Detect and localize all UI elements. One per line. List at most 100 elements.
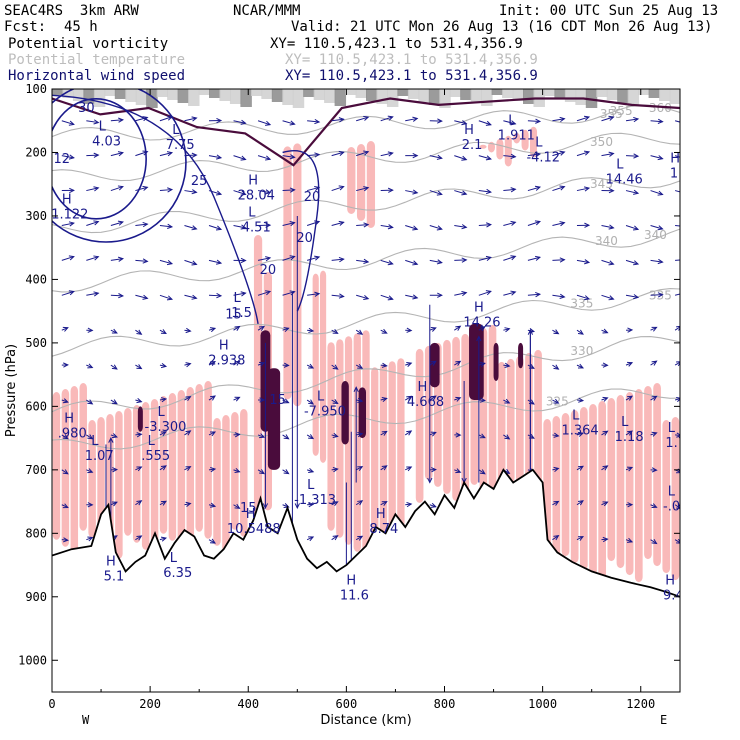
- theta-label: 350: [590, 135, 613, 149]
- wind-vector-head: [559, 221, 566, 227]
- wind-vector-head: [87, 468, 94, 474]
- upper-pv-band: [627, 89, 640, 106]
- wind-vector: [306, 186, 320, 192]
- wind-vector-head: [136, 466, 143, 472]
- wind-vector-head: [62, 434, 69, 440]
- pv-light-streak: [525, 352, 533, 497]
- wind-vector-head: [191, 294, 198, 300]
- wind-vector-head: [265, 189, 272, 195]
- extremum-letter: H: [665, 573, 675, 588]
- upper-pv-band: [439, 89, 451, 108]
- upper-pv-band: [229, 89, 242, 104]
- wind-vector-head: [387, 295, 394, 301]
- wind-vector-head: [68, 255, 75, 261]
- extremum-letter: L: [234, 291, 242, 306]
- wind-vector-head: [387, 187, 394, 193]
- pv-light-streak: [487, 141, 495, 153]
- wind-vector-head: [559, 116, 566, 123]
- upper-pv-band: [606, 89, 619, 100]
- wind-vector-head: [142, 221, 149, 228]
- wind-vector: [110, 294, 123, 297]
- wind-vector-head: [62, 503, 69, 509]
- wind-vector-head: [430, 502, 437, 508]
- pv-light-streak: [461, 333, 470, 508]
- extremum-value: -.07: [663, 500, 688, 515]
- wind-speed-contour: [52, 94, 259, 324]
- wind-vector-head: [283, 327, 290, 333]
- wind-vector-head: [553, 398, 560, 404]
- wind-vector-head: [583, 295, 591, 301]
- extremum-letter: L: [616, 158, 624, 173]
- wind-vector-head: [559, 150, 566, 156]
- pv-light-streak: [534, 349, 542, 504]
- x-end-label-east: E: [660, 713, 667, 727]
- wind-vector-head: [314, 152, 321, 158]
- wind-vector: [380, 152, 393, 157]
- wind-vector-head: [651, 360, 658, 366]
- upper-pv-band: [282, 89, 294, 105]
- field-pv-xy: XY= 110.5,423.1 to 531.4,356.9: [270, 36, 523, 52]
- wind-vector: [208, 155, 222, 159]
- extremum-value: 7.75: [166, 138, 195, 153]
- wind-vector-head: [357, 466, 364, 471]
- wind-vector-head: [583, 186, 591, 192]
- wind-vector: [674, 361, 680, 366]
- pv-dark-blob: [137, 406, 143, 432]
- wind-vector-head: [553, 466, 560, 472]
- wind-vector-head: [455, 396, 462, 402]
- wind-vector: [184, 430, 191, 436]
- wind-vector: [331, 186, 344, 192]
- wind-vector-head: [265, 120, 272, 126]
- wind-vector-head: [455, 468, 462, 474]
- wind-vector-head: [308, 502, 315, 508]
- pv-dark-blob: [493, 342, 499, 381]
- wind-vector-head: [283, 398, 290, 404]
- upper-pv-band: [428, 89, 441, 105]
- wind-vector-head: [387, 260, 394, 266]
- pv-dark-blob: [267, 368, 281, 470]
- wind-vector: [257, 469, 265, 475]
- wind-vector-head: [357, 363, 364, 369]
- wind-vector-head: [265, 256, 272, 262]
- y-tick-label: 900: [25, 590, 47, 604]
- wind-vector-head: [485, 188, 492, 195]
- wind-vector: [356, 187, 369, 192]
- wind-vector: [429, 224, 442, 230]
- extremum-letter: L: [621, 415, 629, 430]
- wind-vector: [650, 259, 663, 263]
- pv-light-streak: [186, 386, 195, 555]
- extremum-value: -4.12: [526, 150, 560, 165]
- wind-vector: [625, 430, 633, 436]
- wind-vector-head: [436, 259, 443, 265]
- pv-light-streak: [159, 395, 168, 534]
- wind-vector-head: [553, 500, 560, 506]
- wind-vector-head: [455, 325, 462, 331]
- upper-pv-band: [638, 89, 650, 95]
- upper-pv-band: [575, 89, 587, 105]
- wind-vector-head: [479, 326, 486, 332]
- wind-vector-head: [534, 185, 542, 191]
- wind-vector: [110, 364, 118, 370]
- y-axis-label: Pressure (hPa): [4, 344, 19, 437]
- wind-vector-head: [381, 430, 388, 436]
- theta-label: 355: [600, 107, 623, 121]
- wind-vector: [135, 186, 148, 192]
- plot-frame: [51, 88, 681, 693]
- pv-light-streak: [504, 135, 512, 167]
- wind-vector-head: [314, 118, 321, 125]
- wind-vector-head: [381, 362, 388, 368]
- wind-vector: [675, 259, 680, 261]
- wind-vector-head: [240, 119, 247, 125]
- wind-vector: [331, 118, 344, 122]
- wind-vector-head: [534, 151, 542, 158]
- wind-vector: [159, 224, 172, 228]
- wind-vector-head: [676, 538, 680, 544]
- wind-vector-head: [486, 222, 492, 228]
- extremum-value: 1.07: [85, 449, 114, 464]
- wind-vector-head: [363, 186, 370, 192]
- wind-vector: [257, 257, 271, 261]
- theta-label: 335: [570, 297, 593, 311]
- extremum-letter: L: [668, 485, 676, 500]
- wind-vector-head: [430, 395, 437, 401]
- wind-vector: [135, 500, 142, 506]
